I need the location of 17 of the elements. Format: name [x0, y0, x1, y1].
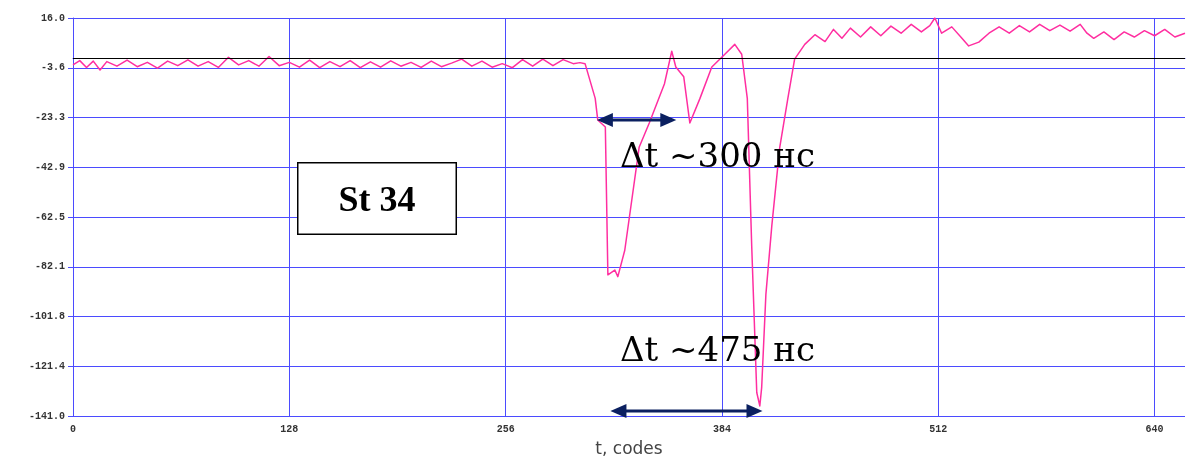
- x-tick-label: 512: [929, 423, 948, 435]
- y-tick-label: -62.5: [34, 211, 65, 223]
- x-tick-label: 0: [69, 423, 77, 435]
- annotation: St 34: [338, 178, 416, 219]
- x-tick-label: 128: [280, 423, 299, 435]
- y-tick-label: 16.0: [40, 12, 65, 24]
- y-tick-label: -141.0: [28, 410, 65, 422]
- x-tick-label: 256: [496, 423, 515, 435]
- y-tick-label: -121.4: [28, 360, 65, 372]
- x-tick-label: 384: [712, 423, 731, 435]
- x-axis-title: t, codes: [595, 437, 663, 458]
- y-tick-label: -82.1: [34, 261, 65, 273]
- y-tick-label: -23.3: [34, 112, 65, 124]
- y-tick-label: -101.8: [28, 311, 65, 323]
- x-tick-label: 640: [1145, 423, 1164, 435]
- y-tick-label: -3.6: [40, 62, 65, 74]
- y-tick-label: -42.9: [34, 161, 65, 173]
